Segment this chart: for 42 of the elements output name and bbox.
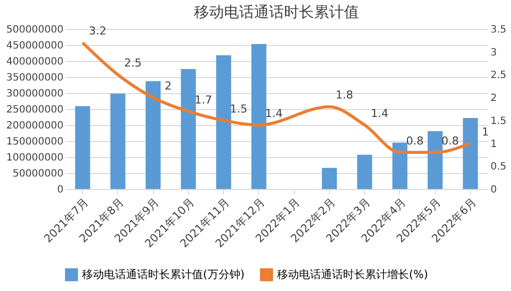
y-tick-label: 500000000 <box>6 24 64 36</box>
y-tick-label: 150000000 <box>6 136 64 148</box>
data-label: 1.8 <box>336 88 354 102</box>
bar <box>322 168 337 189</box>
bar <box>146 81 161 189</box>
data-label: 0.8 <box>406 134 424 148</box>
y2-tick-label: 3 <box>490 47 497 58</box>
legend-label: 移动电话通话时长累计增长(%) <box>277 268 428 281</box>
bar <box>428 131 443 189</box>
y2-tick-label: 0.5 <box>490 162 506 173</box>
y2-tick-label: 2 <box>490 93 497 104</box>
data-label: 2 <box>164 80 172 93</box>
bar <box>75 106 90 189</box>
y2-tick-label: 3.5 <box>490 24 506 36</box>
y2-tick-label: 2.5 <box>490 70 506 82</box>
y-tick-label: 300000000 <box>6 88 64 100</box>
bar <box>180 69 196 189</box>
y-tick-label: 450000000 <box>6 40 64 52</box>
y-tick-label: 200000000 <box>6 120 64 132</box>
bar <box>216 55 232 189</box>
y-tick-label: 350000000 <box>6 72 64 84</box>
bar <box>392 142 408 189</box>
bar <box>462 118 478 189</box>
y2-tick-label: 1.5 <box>490 116 506 127</box>
legend-label: 移动电话通话时长累计值(万分钟) <box>82 268 245 281</box>
y2-tick-label: 0 <box>490 184 497 196</box>
data-label: 1 <box>482 125 489 138</box>
y2-tick-label: 1 <box>490 138 497 150</box>
line-series <box>81 41 472 154</box>
bar <box>251 44 266 189</box>
data-label: 2.5 <box>124 56 142 70</box>
bar <box>357 154 372 189</box>
y-tick-label: 400000000 <box>6 56 64 68</box>
data-label: 3.2 <box>88 24 106 38</box>
y-tick-label: 100000000 <box>6 152 64 164</box>
data-label: 1.4 <box>370 107 388 120</box>
data-label: 1.5 <box>230 102 248 116</box>
y-tick-label: 50000000 <box>12 168 64 180</box>
chart-title: 移动电话通话时长累计值 <box>194 3 359 21</box>
bar <box>110 94 126 189</box>
y-tick-label: 250000000 <box>6 104 64 116</box>
y-tick-label: 0 <box>57 184 64 196</box>
